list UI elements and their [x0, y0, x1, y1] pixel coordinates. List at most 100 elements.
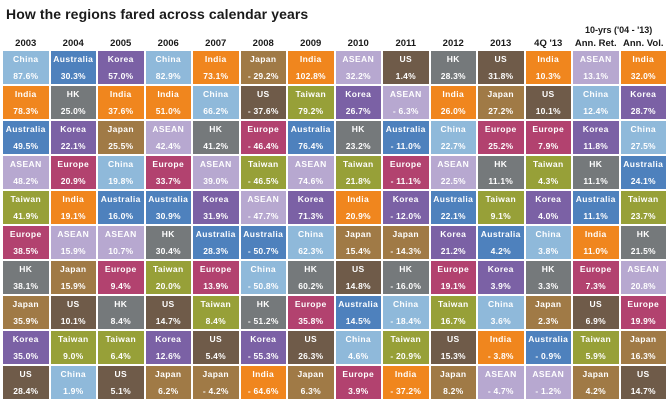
cell-region: China [297, 229, 324, 239]
column-header: 2006 [157, 37, 179, 49]
grid-cell: Europe 38.5% [3, 226, 49, 259]
column-header: 2008 [252, 37, 274, 49]
grid-cell: US 5.1% [98, 366, 144, 399]
grid-cell: Taiwan 9.1% [478, 191, 524, 224]
cell-value: 14.7% [155, 316, 181, 326]
grid-cell: Australia - 0.9% [525, 331, 571, 364]
grid-cell: Australia 16.0% [98, 191, 144, 224]
cell-value: 3.6% [490, 316, 511, 326]
cell-value: 14.8% [345, 281, 371, 291]
cell-region: ASEAN [484, 369, 517, 379]
grid-cell: China - 50.8% [240, 261, 286, 294]
cell-value: 41.9% [13, 211, 39, 221]
grid-cell: US 10.1% [50, 296, 96, 329]
grid-cell: China 22.7% [430, 121, 476, 154]
cell-value: 7.3% [585, 281, 606, 291]
grid-cell: Australia 22.1% [430, 191, 476, 224]
cell-value: 4.2% [490, 246, 511, 256]
cell-value: 8.4% [205, 316, 226, 326]
cell-value: - 4.2% [202, 386, 229, 396]
cell-region: US [256, 89, 270, 99]
grid-cell: Europe 13.9% [193, 261, 239, 294]
grid-cell: ASEAN - 4.7% [478, 366, 524, 399]
column-header: 2010 [347, 37, 369, 49]
cell-value: 20.9% [60, 176, 86, 186]
cell-value: 14.5% [345, 316, 371, 326]
cell-region: US [304, 334, 318, 344]
cell-region: Taiwan [437, 299, 469, 309]
cell-value: 5.4% [205, 351, 226, 361]
cell-region: India [14, 89, 37, 99]
cell-region: US [494, 54, 508, 64]
cell-region: US [399, 54, 413, 64]
cell-value: 12.6% [155, 351, 181, 361]
cell-value: - 20.9% [390, 351, 422, 361]
cell-value: 19.8% [108, 176, 134, 186]
grid-cell: China 66.2% [193, 86, 239, 119]
cell-region: Korea [630, 89, 657, 99]
grid-cell: Australia 14.5% [335, 296, 381, 329]
grid-cell: Australia 30.9% [145, 191, 191, 224]
grid-cell: China 1.9% [50, 366, 96, 399]
cell-region: HK [161, 229, 175, 239]
cell-region: Australia [433, 194, 474, 204]
grid-cell: India 19.1% [50, 191, 96, 224]
cell-region: HK [114, 299, 128, 309]
cell-region: China [250, 264, 277, 274]
cell-value: 2.3% [538, 316, 559, 326]
cell-region: Korea [155, 334, 182, 344]
grid-cell: ASEAN - 47.7% [240, 191, 286, 224]
grid-cell: Taiwan 8.4% [193, 296, 239, 329]
cell-value: 35.0% [13, 351, 39, 361]
cell-value: 22.1% [440, 211, 466, 221]
grid-cell: Europe - 11.1% [383, 156, 429, 189]
cell-region: Europe [437, 264, 470, 274]
cell-value: 16.3% [630, 351, 656, 361]
cell-value: 20.9% [345, 211, 371, 221]
cell-region: Japan [392, 229, 420, 239]
cell-value: 60.2% [298, 281, 324, 291]
grid-cell: Taiwan 5.9% [573, 331, 619, 364]
cell-value: 12.4% [583, 106, 609, 116]
cell-region: Europe [389, 159, 422, 169]
column-header: 2012 [442, 37, 464, 49]
grid-cell: Taiwan 41.9% [3, 191, 49, 224]
cell-value: 27.2% [488, 106, 514, 116]
grid-cell: Australia 49.5% [3, 121, 49, 154]
cell-value: 28.3% [203, 246, 229, 256]
cell-value: 4.0% [538, 211, 559, 221]
grid-cell: India 10.3% [525, 51, 571, 84]
cell-region: Japan [249, 54, 277, 64]
cell-value: - 55.3% [247, 351, 279, 361]
cell-region: Australia [338, 299, 379, 309]
grid-cell: Australia 76.4% [288, 121, 334, 154]
cell-region: Europe [342, 369, 375, 379]
cell-region: Korea [107, 54, 134, 64]
cell-region: China [155, 54, 182, 64]
cell-value: 3.9% [490, 281, 511, 291]
grid-cell: Taiwan 21.8% [335, 156, 381, 189]
cell-value: - 18.4% [390, 316, 422, 326]
cell-region: HK [589, 159, 603, 169]
grid-cell: HK 30.4% [145, 226, 191, 259]
cell-value: 14.7% [630, 386, 656, 396]
grid-cell: Korea 21.2% [430, 226, 476, 259]
column-header: 2003 [15, 37, 37, 49]
column-header: Ann. Ret. [574, 37, 617, 49]
grid-cell: HK 25.0% [50, 86, 96, 119]
cell-value: 87.6% [13, 71, 39, 81]
cell-region: HK [541, 264, 555, 274]
cell-value: - 14.3% [390, 246, 422, 256]
cell-region: Taiwan [152, 264, 184, 274]
cell-region: Taiwan [247, 159, 279, 169]
cell-value: - 11.0% [390, 141, 421, 151]
cell-value: 66.2% [203, 106, 229, 116]
cell-value: 38.1% [13, 281, 39, 291]
cell-value: 37.6% [108, 106, 134, 116]
cell-region: Australia [290, 124, 331, 134]
column-header: 2009 [300, 37, 322, 49]
cell-value: - 51.2% [247, 316, 279, 326]
cell-value: 25.2% [488, 141, 514, 151]
cell-region: Taiwan [105, 334, 137, 344]
cell-region: ASEAN [104, 229, 137, 239]
